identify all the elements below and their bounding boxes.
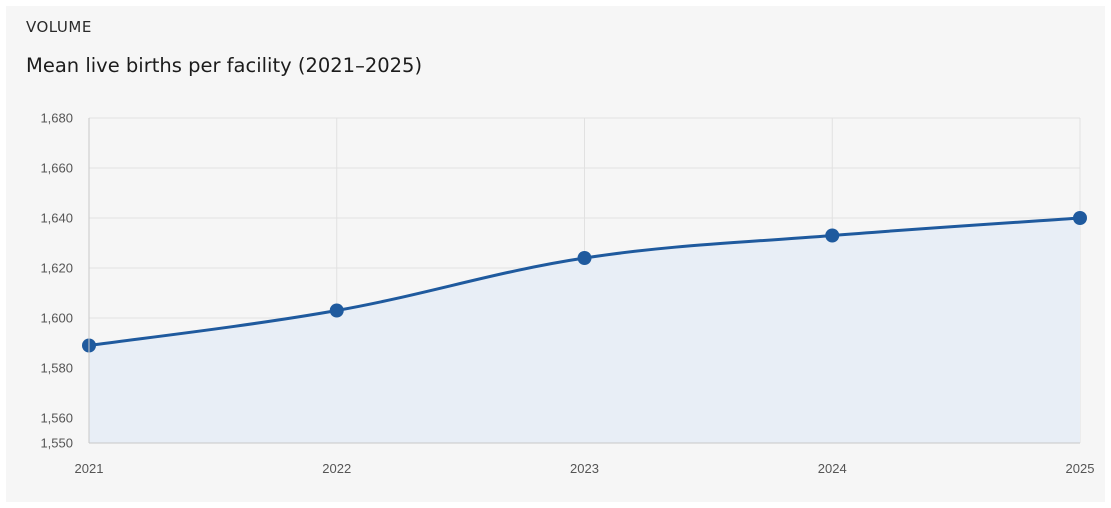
x-tick-label: 2024 bbox=[818, 461, 847, 476]
series-area bbox=[89, 218, 1080, 443]
y-tick-label: 1,580 bbox=[40, 361, 73, 376]
chart-title: Mean live births per facility (2021–2025… bbox=[26, 54, 423, 77]
axis-layer: 1,550 1,560 1,580 1,600 1,620 1,640 1,660 1,680… bbox=[40, 111, 1094, 477]
data-point bbox=[825, 228, 840, 243]
y-tick-label: 1,560 bbox=[40, 411, 73, 426]
data-point bbox=[329, 303, 344, 318]
x-tick-label: 2023 bbox=[570, 461, 599, 476]
y-tick-label: 1,640 bbox=[40, 211, 73, 226]
y-tick-label: 1,600 bbox=[40, 311, 73, 326]
y-tick-label: 1,680 bbox=[40, 111, 73, 126]
y-tick-label: 1,620 bbox=[40, 261, 73, 276]
marker-layer bbox=[82, 211, 1087, 353]
section-eyebrow: VOLUME bbox=[26, 18, 92, 36]
x-tick-label: 2022 bbox=[322, 461, 351, 476]
x-tick-label: 2025 bbox=[1066, 461, 1095, 476]
x-tick-label: 2021 bbox=[75, 461, 104, 476]
data-point bbox=[577, 251, 592, 265]
y-tick-label: 1,660 bbox=[40, 161, 73, 176]
data-point bbox=[1073, 211, 1087, 225]
y-tick-label: 1,550 bbox=[40, 436, 73, 451]
area-layer bbox=[89, 218, 1080, 443]
